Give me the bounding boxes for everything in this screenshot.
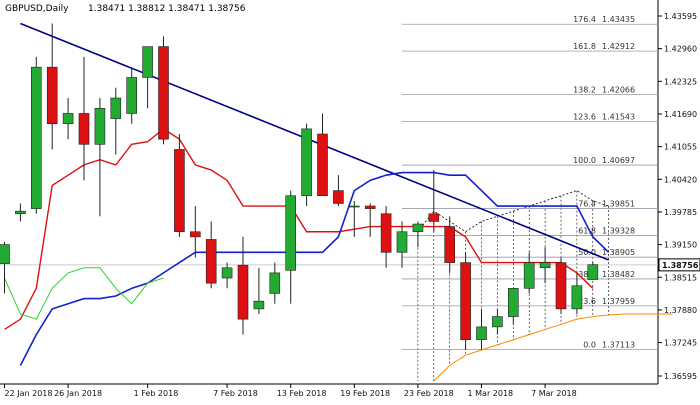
- candle-body: [269, 272, 281, 294]
- price-tick-label: 1.37880: [664, 306, 697, 315]
- candle-body: [476, 326, 487, 341]
- fib-level-price: 1.37959: [602, 297, 635, 306]
- date-tick-label: 19 Feb 2018: [340, 389, 390, 398]
- price-tick-label: 1.41690: [664, 110, 697, 119]
- price-tick-label: 1.41055: [664, 143, 697, 152]
- candle-body: [587, 264, 599, 280]
- fib-level-price: 1.39328: [602, 226, 635, 235]
- price-tick-label: 1.40420: [664, 175, 697, 184]
- candle-body: [190, 231, 201, 238]
- price-tick-label: 1.42325: [664, 77, 697, 86]
- candle-body: [333, 190, 344, 204]
- chart-ohlc: 1.38471 1.38812 1.38471 1.38756: [88, 4, 246, 14]
- fib-level-price: 1.43435: [602, 15, 635, 24]
- price-tick-label: 1.38515: [664, 273, 697, 282]
- candle-body: [571, 285, 583, 310]
- candle-body: [348, 205, 360, 208]
- date-tick-label: 7 Feb 2018: [213, 389, 258, 398]
- candle-body: [126, 77, 137, 114]
- fib-level-price: 1.40697: [602, 156, 635, 165]
- candle-body: [62, 113, 74, 125]
- candle-body: [285, 195, 297, 271]
- fib-level-ratio: 138.2: [573, 86, 596, 95]
- fib-level-ratio: 38.2: [578, 270, 596, 279]
- fib-level-ratio: 161.8: [573, 42, 596, 51]
- candle-body: [78, 113, 90, 145]
- fib-level-ratio: 23.6: [578, 297, 596, 306]
- current-price-box: [658, 258, 700, 272]
- ma-green-line: [4, 267, 164, 320]
- trendline: [20, 22, 609, 261]
- date-tick-label: 1 Mar 2018: [468, 389, 514, 398]
- fib-level-price: 1.38905: [602, 248, 635, 257]
- candle-body: [412, 223, 424, 233]
- candle-body: [555, 262, 567, 310]
- date-tick-label: 26 Jan 2018: [54, 389, 102, 398]
- price-tick-label: 1.39150: [664, 241, 697, 250]
- date-tick-label: 7 Mar 2018: [531, 389, 577, 398]
- lines-group: [4, 22, 610, 366]
- fib-level-price: 1.37113: [602, 340, 635, 349]
- cloud-lower-line: [433, 313, 673, 382]
- price-tick-label: 1.42960: [664, 45, 697, 54]
- candle-body: [301, 128, 312, 197]
- chart-symbol: GBPUSD,Daily: [5, 4, 69, 14]
- candle-body: [460, 262, 471, 341]
- candle-body: [539, 262, 551, 269]
- ma-blue-line: [19, 171, 610, 366]
- fib-level-price: 1.38482: [602, 270, 635, 279]
- date-tick-label: 1 Feb 2018: [134, 389, 179, 398]
- candle-body: [46, 66, 58, 125]
- candle-body: [205, 239, 217, 284]
- fib-level-price: 1.39851: [602, 200, 635, 209]
- date-tick-label: 13 Feb 2018: [277, 389, 327, 398]
- price-tick-label: 1.37245: [664, 339, 697, 348]
- candle-body: [428, 213, 440, 222]
- candle-body: [0, 244, 10, 264]
- fib-level-ratio: 0.0: [583, 340, 596, 349]
- candle-body: [380, 213, 392, 253]
- fib-level-price: 1.41543: [602, 113, 635, 122]
- date-tick-label: 22 Jan 2018: [5, 389, 53, 398]
- price-tick-label: 1.36595: [664, 372, 697, 381]
- candle-body: [142, 46, 153, 78]
- candle-body: [15, 210, 26, 215]
- fib-level-ratio: 50.0: [578, 248, 596, 257]
- fib-level-ratio: 123.6: [573, 113, 596, 122]
- candle-body: [444, 226, 456, 263]
- fib-level-ratio: 76.4: [578, 200, 596, 209]
- candle-body: [492, 316, 503, 328]
- candle-body: [158, 46, 169, 140]
- candle-body: [110, 97, 122, 119]
- current-price-label: 1.38756: [662, 261, 699, 270]
- candle-body: [30, 66, 42, 209]
- fib-level-price: 1.42912: [602, 42, 635, 51]
- ma-red-line: [4, 128, 594, 331]
- fib-level-ratio: 100.0: [573, 156, 596, 165]
- candle-body: [221, 267, 233, 279]
- candle-body: [237, 264, 249, 320]
- candle-body: [253, 300, 265, 310]
- price-tick-label: 1.39785: [664, 208, 697, 217]
- candle-body: [507, 288, 519, 317]
- candle-body: [396, 231, 408, 253]
- price-tick-label: 1.43595: [664, 12, 697, 21]
- candle-body: [94, 108, 106, 145]
- fib-level-ratio: 61.8: [578, 226, 596, 235]
- fibonacci-group: 176.4 1.43435 161.8 1.42912 138.2 1.42066 123.…: [402, 15, 658, 350]
- candle-body: [174, 149, 185, 233]
- candle-body: [364, 205, 376, 209]
- candles-group: [0, 23, 599, 351]
- date-tick-label: 23 Feb 2018: [404, 389, 454, 398]
- fib-level-ratio: 176.4: [573, 15, 596, 24]
- fib-level-price: 1.42066: [602, 86, 635, 95]
- candle-body: [317, 133, 328, 197]
- candle-body: [523, 262, 535, 289]
